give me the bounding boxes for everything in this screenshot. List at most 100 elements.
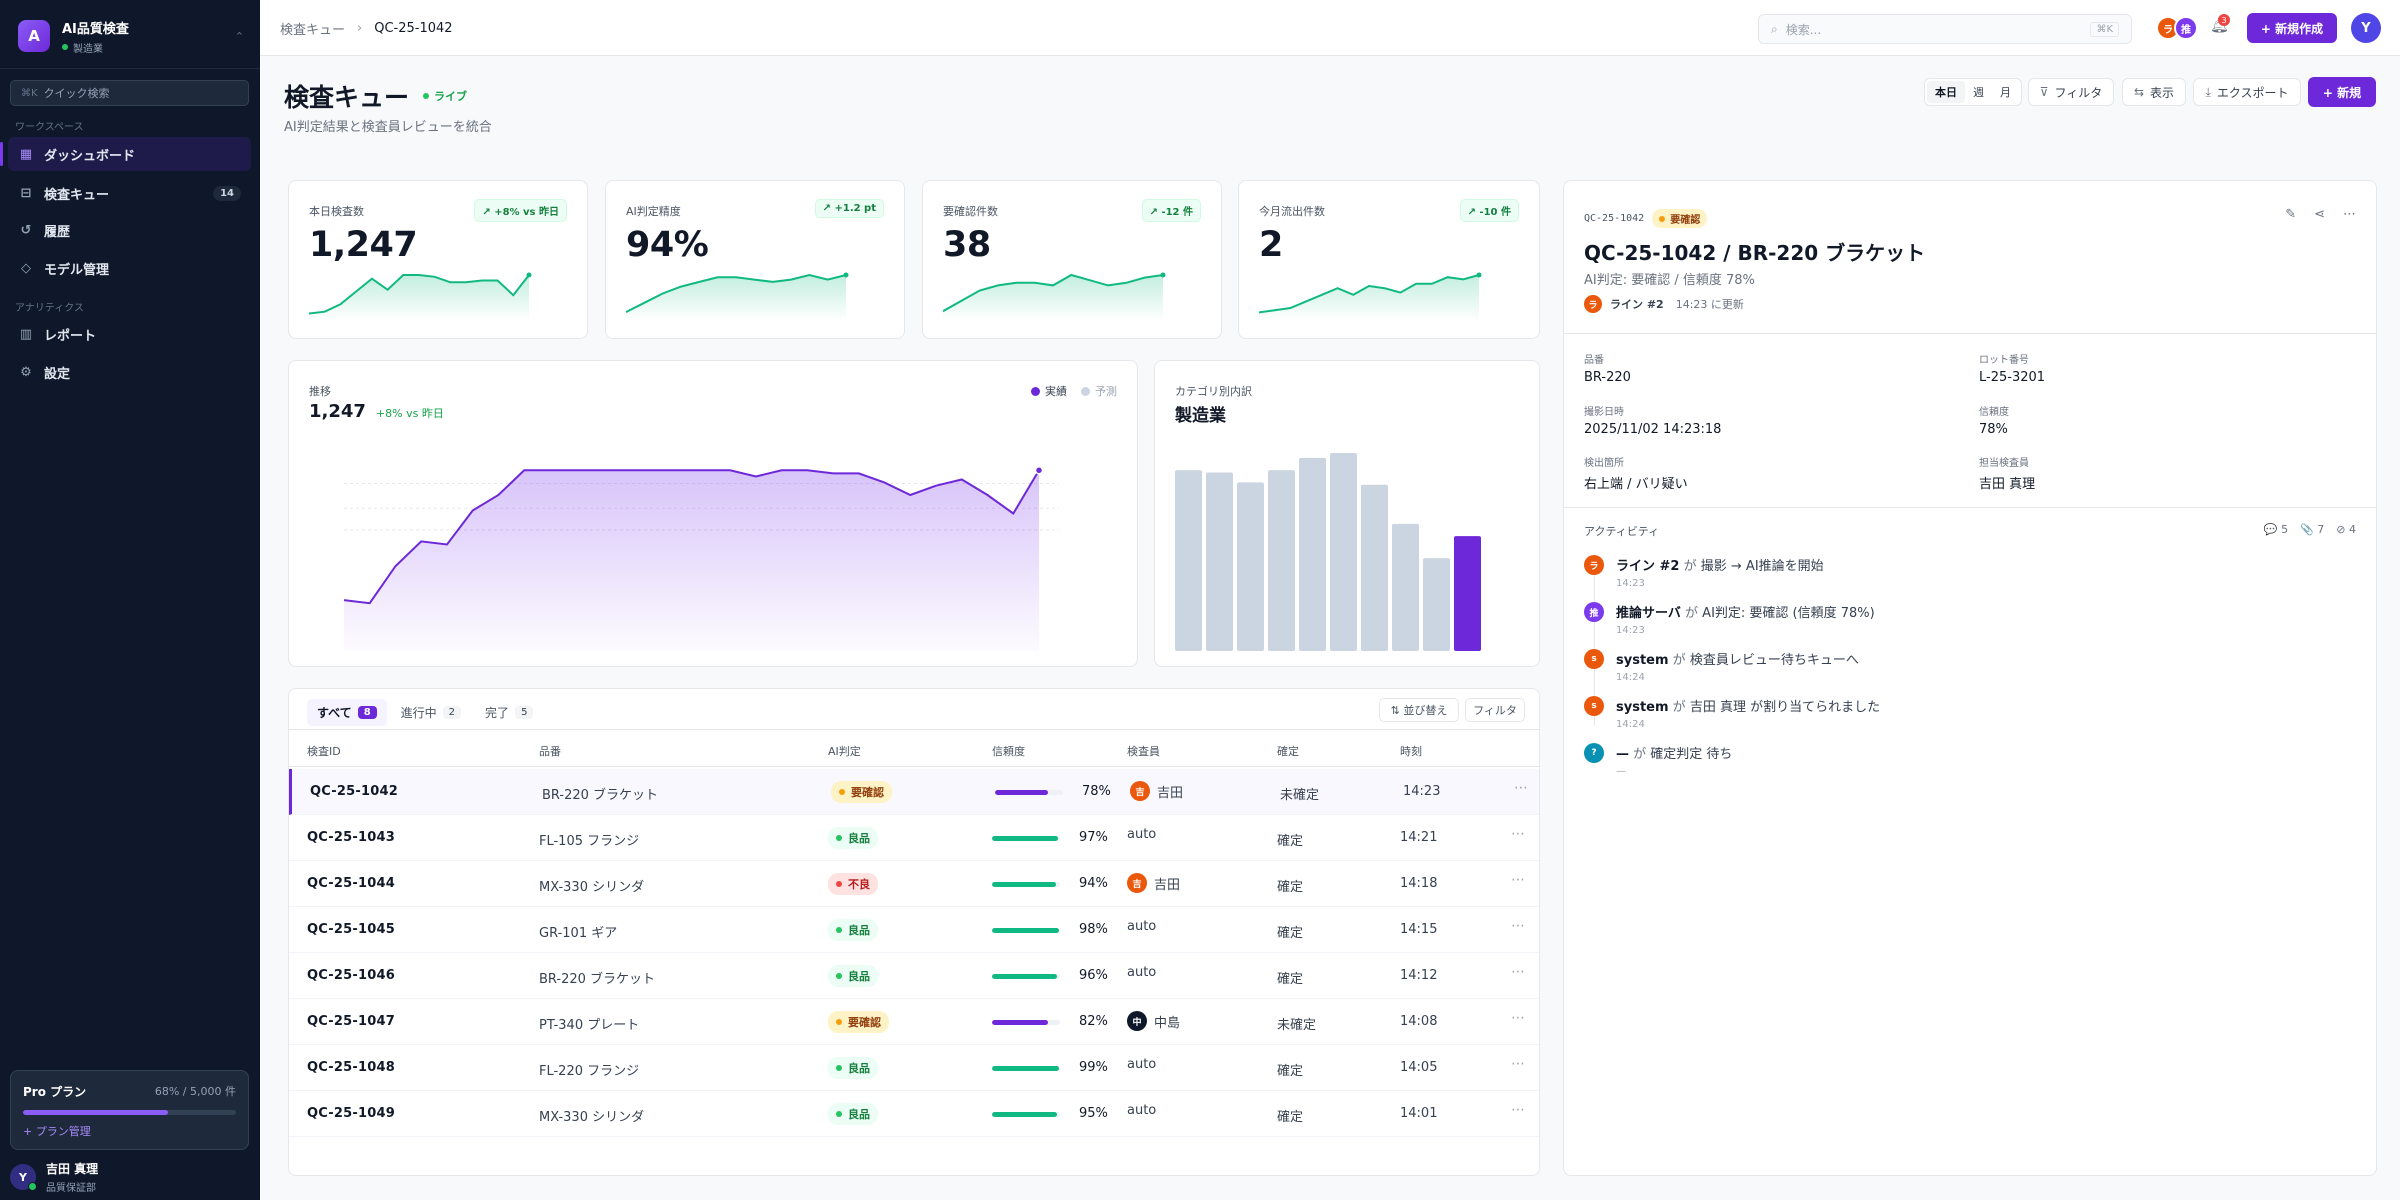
avatar: 中 [1127, 1011, 1147, 1031]
field-label: 撮影日時 [1584, 407, 1624, 418]
ai-verdict-badge: 要確認 [828, 1011, 889, 1033]
column-header[interactable]: 検査ID [307, 745, 341, 758]
field-value: L-25-3201 [1979, 370, 2046, 385]
breadcrumb-link[interactable]: 検査キュー [280, 23, 346, 38]
row-time: 14:12 [1400, 968, 1438, 983]
user-profile[interactable]: Y 吉田 真理 品質保証部 [10, 1160, 98, 1194]
row-item: FL-220 フランジ [539, 1064, 640, 1079]
table-row[interactable]: QC-25-1046 BR-220 ブラケット 良品 96% auto 確定 14:12 ⋯ [289, 953, 1539, 999]
sparkline-point [1160, 272, 1166, 278]
export-button[interactable]: ⤓ エクスポート [2193, 78, 2301, 106]
status-dot [836, 1019, 842, 1025]
create-new-button[interactable]: + 新規作成 [2247, 13, 2337, 43]
ai-verdict-label: 不良 [848, 878, 870, 891]
period-month[interactable]: 月 [2000, 86, 2011, 99]
table-filter-button[interactable]: フィルタ [1465, 698, 1525, 722]
legend-swatch [1081, 386, 1090, 396]
activity-counts: 💬 5 📎 7 ⊘ 4 [2252, 523, 2356, 536]
detail-subtitle: AI判定: 要確認 / 信頼度 78% [1584, 273, 1755, 288]
avatar[interactable]: Y [2351, 13, 2381, 43]
tab-in-progress[interactable]: 進行中 2 [391, 699, 471, 726]
sparkline-area [1259, 275, 1479, 321]
period-today[interactable]: 本日 [1927, 81, 1965, 103]
column-header[interactable]: 時刻 [1400, 745, 1422, 758]
activity-verb: が [1683, 559, 1697, 574]
more-icon[interactable]: ⋯ [1511, 826, 1525, 842]
inspector-name: 中島 [1154, 1015, 1181, 1031]
sidebar-item-models[interactable]: ◇ モデル管理 [8, 251, 251, 285]
table-row[interactable]: QC-25-1047 PT-340 プレート 要確認 82% 中中島 未確定 14:08 ⋯ [289, 999, 1539, 1045]
more-icon[interactable]: ⋯ [1511, 1010, 1525, 1026]
confidence-fill [992, 882, 1056, 887]
filter-button[interactable]: ⊽ フィルタ [2028, 78, 2114, 106]
confirm-status: 確定 [1277, 972, 1304, 987]
quick-search-input[interactable]: ⌘K クイック検索 [10, 80, 249, 106]
breadcrumb-current: QC-25-1042 [374, 21, 453, 36]
more-icon[interactable]: ⋯ [1511, 964, 1525, 980]
more-icon[interactable]: ⋯ [1511, 1102, 1525, 1118]
table-row[interactable]: QC-25-1044 MX-330 シリンダ 不良 94% 吉吉田 確定 14:18 ⋯ [289, 861, 1539, 907]
avatar[interactable]: 推 [2174, 16, 2198, 40]
table-row[interactable]: QC-25-1045 GR-101 ギア 良品 98% auto 確定 14:15 ⋯ [289, 907, 1539, 953]
tab-all[interactable]: すべて 8 [307, 699, 387, 726]
period-week[interactable]: 週 [1973, 86, 1984, 99]
filter-label: フィルタ [2054, 85, 2103, 100]
sidebar-item-history[interactable]: ↺ 履歴 [8, 213, 251, 247]
share-icon[interactable]: ⋖ [2314, 207, 2325, 222]
count-badge: 14 [213, 185, 241, 201]
row-time: 14:23 [1403, 784, 1441, 799]
bar-chart-icon: ▥ [19, 326, 33, 342]
table-row[interactable]: QC-25-1048 FL-220 フランジ 良品 99% auto 確定 14:05 ⋯ [289, 1045, 1539, 1091]
column-header[interactable]: 確定 [1277, 745, 1299, 758]
column-header[interactable]: AI判定 [828, 745, 861, 758]
tab-done[interactable]: 完了 5 [475, 699, 543, 726]
activity-text: 推論サーバ が AI判定: 要確認 (信頼度 78%) [1616, 602, 1875, 621]
more-icon[interactable]: ⋯ [1511, 918, 1525, 934]
category-chart-card: カテゴリ別内訳 製造業 [1154, 360, 1540, 667]
grid-icon: ▦ [19, 146, 33, 162]
table-row[interactable]: QC-25-1042 BR-220 ブラケット 要確認 78% 吉吉田 未確定 14:23 ⋯ [289, 769, 1539, 815]
table-row[interactable]: QC-25-1043 FL-105 フランジ 良品 97% auto 確定 14:21 ⋯ [289, 815, 1539, 861]
sparkline [626, 272, 849, 321]
queue-table-card: すべて 8 進行中 2 完了 5 ⇅ 並び替え フィルタ 検査ID 品番 AI判定 信… [288, 688, 1540, 1176]
row-id: QC-25-1048 [307, 1060, 395, 1075]
brand-switcher[interactable]: A AI品質検査 製造業 ⌃ [18, 16, 244, 56]
ai-verdict-badge: 要確認 [831, 781, 892, 803]
row-item: BR-220 ブラケット [539, 972, 656, 987]
column-header[interactable]: 検査員 [1127, 745, 1160, 758]
sidebar-item-settings[interactable]: ⚙ 設定 [8, 355, 251, 389]
new-button[interactable]: + 新規 [2308, 77, 2376, 107]
more-icon[interactable]: ⋯ [2343, 207, 2356, 222]
sparkline-line [626, 273, 847, 313]
comment-count: 💬 5 [2263, 523, 2289, 536]
sparkline-area [626, 275, 846, 321]
ai-verdict-badge: 良品 [828, 1057, 878, 1079]
sort-button[interactable]: ⇅ 並び替え [1379, 698, 1459, 722]
search-input[interactable]: ⌕ 検索... ⌘K [1758, 14, 2132, 44]
kpi-card: 本日検査数 ↗ +8% vs 昨日 1,247 [288, 180, 588, 339]
edit-icon[interactable]: ✎ [2285, 207, 2297, 222]
bell-icon[interactable]: 🔔︎ 3 [2210, 14, 2230, 34]
category-bar [1392, 523, 1419, 651]
sidebar-item-queue[interactable]: ⊟ 検査キュー 14 [8, 176, 251, 210]
sidebar-item-reports[interactable]: ▥ レポート [8, 317, 251, 351]
activity-item: 推推論サーバ が AI判定: 要確認 (信頼度 78%) 14:23 [1584, 602, 1875, 636]
column-header[interactable]: 信頼度 [992, 745, 1025, 758]
status-dot [836, 1065, 842, 1071]
sidebar: A AI品質検査 製造業 ⌃ ⌘K クイック検索 ワークスペース ▦ ダッシュボー… [0, 0, 260, 1200]
table-row[interactable]: QC-25-1049 MX-330 シリンダ 良品 95% auto 確定 14:01 ⋯ [289, 1091, 1539, 1137]
activity-text: system が 吉田 真理 が割り当てられました [1616, 696, 1880, 715]
tab-label: すべて [317, 706, 352, 720]
plan-usage-bar [23, 1110, 236, 1115]
avatar: 推 [1584, 602, 1604, 622]
live-label: ライブ [434, 90, 468, 103]
plan-manage-link[interactable]: + プラン管理 [23, 1125, 91, 1138]
plan-usage-fill [23, 1110, 168, 1115]
more-icon[interactable]: ⋯ [1514, 780, 1528, 796]
sidebar-item-dashboard[interactable]: ▦ ダッシュボード [0, 137, 251, 171]
more-icon[interactable]: ⋯ [1511, 872, 1525, 888]
activity-verb: が [1672, 700, 1686, 715]
column-header[interactable]: 品番 [539, 745, 561, 758]
more-icon[interactable]: ⋯ [1511, 1056, 1525, 1072]
view-button[interactable]: ⇆ 表示 [2122, 78, 2186, 106]
